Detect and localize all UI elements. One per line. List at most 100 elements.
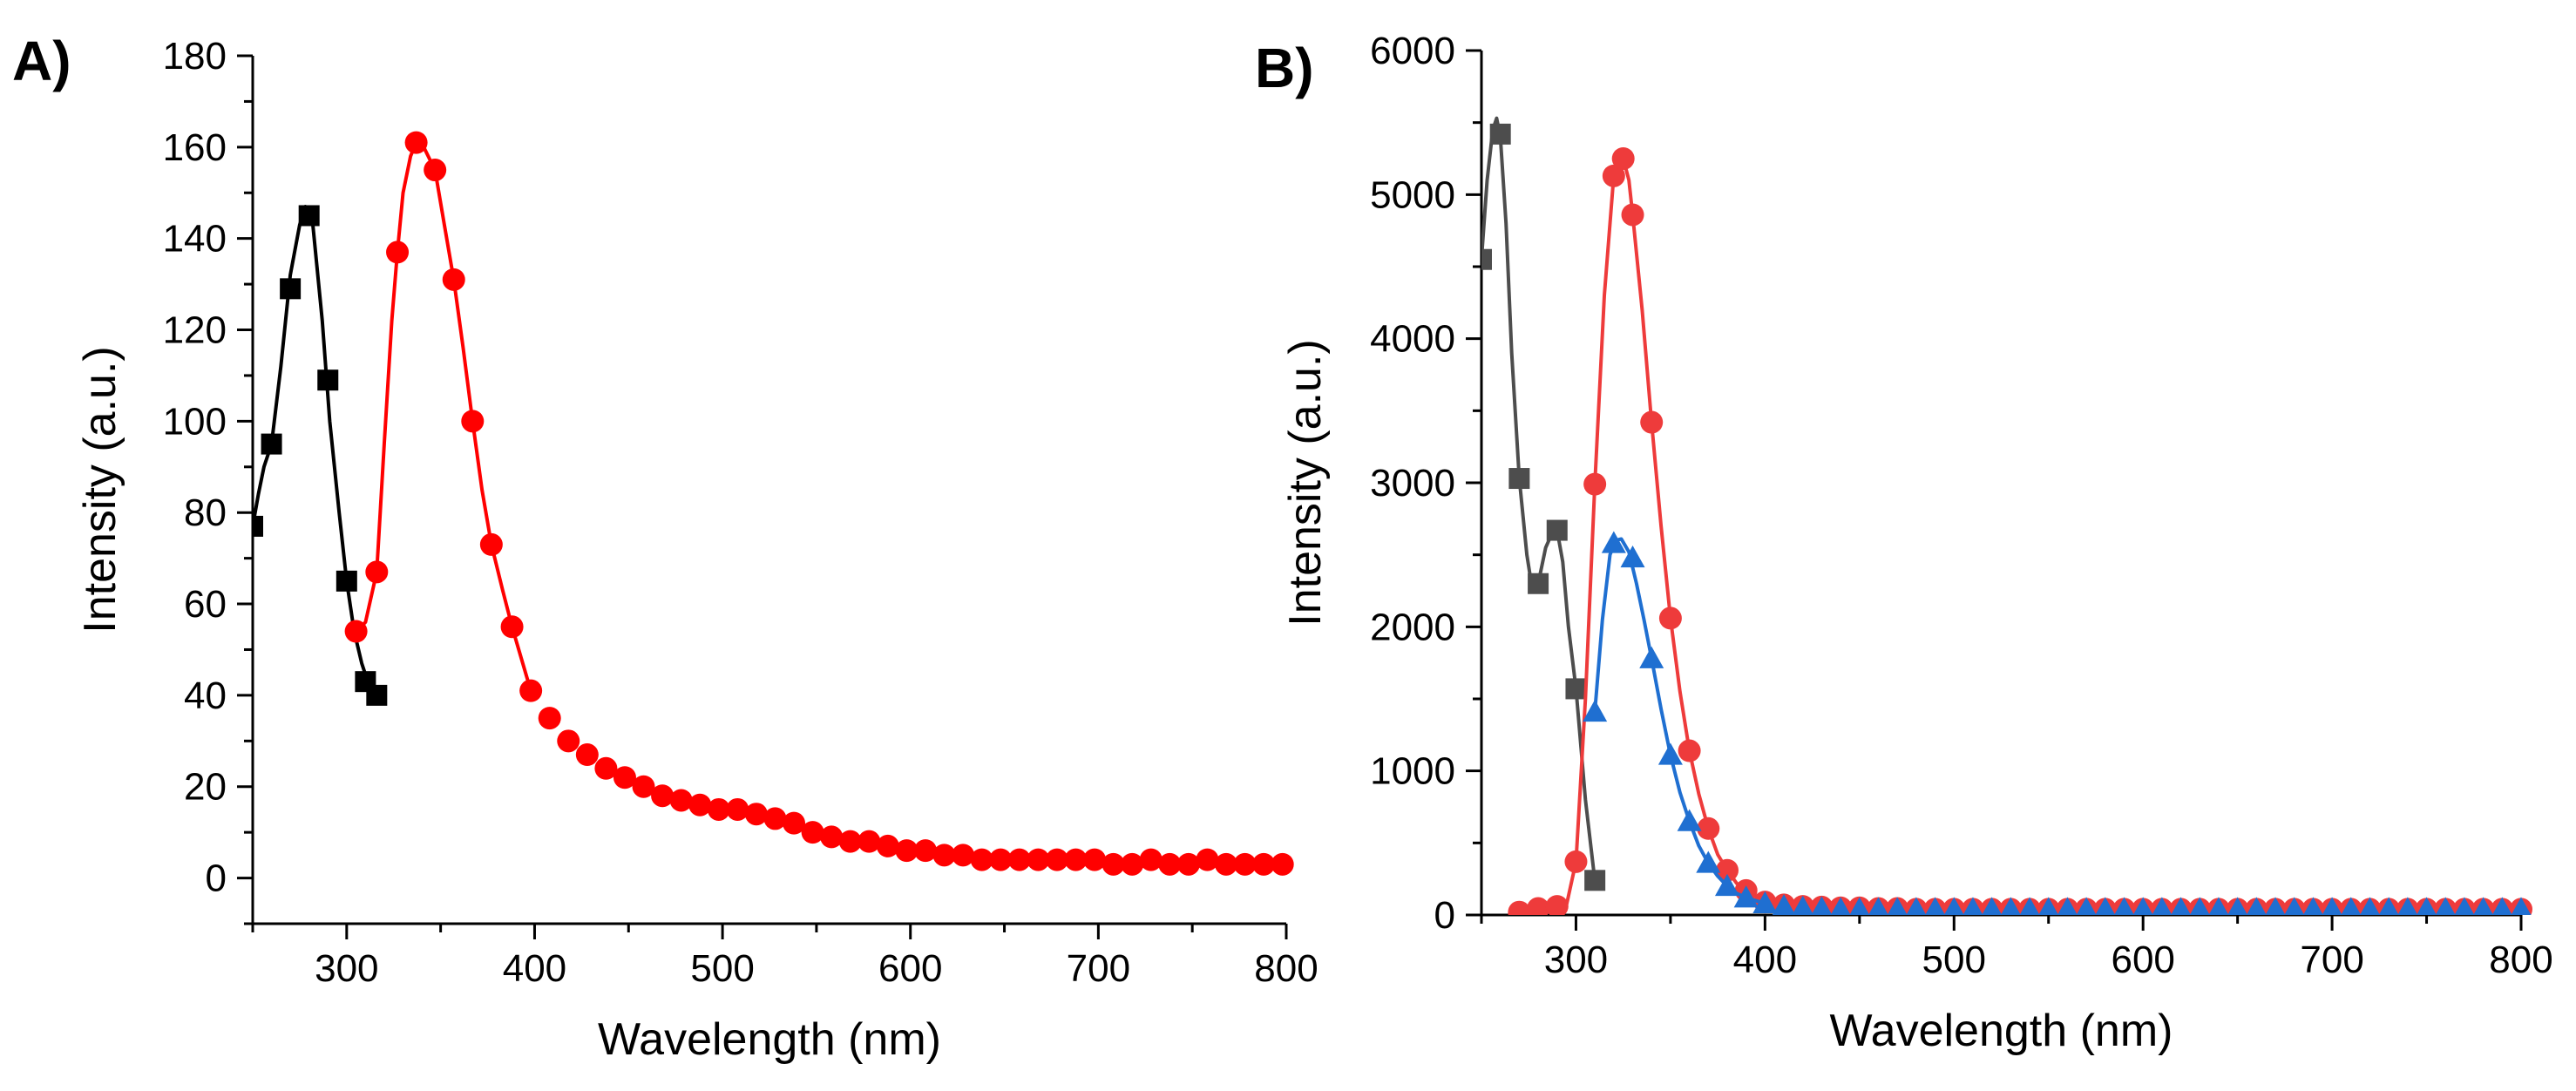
x-tick-label: 700	[2300, 939, 2363, 981]
data-point-triangle	[1752, 891, 1778, 913]
data-point-circle	[1715, 858, 1739, 882]
data-point-circle	[404, 131, 428, 154]
y-tick-label: 40	[184, 674, 227, 717]
data-point-triangle	[1830, 897, 1851, 915]
data-point-circle	[1252, 852, 1276, 876]
data-point-circle	[1611, 147, 1635, 170]
x-tick-label: 300	[315, 947, 378, 990]
data-point-circle	[386, 241, 410, 264]
data-point-circle	[1196, 848, 1219, 871]
data-point-circle	[1621, 203, 1644, 227]
data-point-circle	[1064, 848, 1088, 871]
data-point-square	[366, 684, 388, 706]
y-tick-label: 2000	[1370, 606, 1455, 648]
data-point-circle	[1083, 848, 1107, 871]
data-point-triangle	[1620, 545, 1645, 568]
x-tick-label: 800	[2489, 939, 2552, 981]
panel-label: B)	[1255, 37, 1314, 99]
data-point-triangle	[1943, 897, 1964, 915]
data-point-square	[298, 205, 320, 227]
chart-panel-b: B) 300 400 500 600 700 800 0 1000 2000 3000 4000 500…	[1255, 30, 2553, 1056]
series-1	[344, 131, 1294, 876]
data-point-circle	[1602, 164, 1625, 187]
x-tick-label: 500	[1922, 939, 1986, 981]
data-point-triangle	[2038, 897, 2059, 915]
data-point-circle	[442, 268, 465, 291]
data-point-square	[1565, 678, 1587, 700]
data-point-triangle	[1714, 873, 1739, 897]
data-point-triangle	[1963, 897, 1983, 915]
data-point-square	[1481, 248, 1492, 270]
y-axis-title: Intensity (a.u.)	[1280, 339, 1331, 626]
data-point-circle	[365, 560, 389, 584]
data-point-triangle	[2511, 897, 2532, 915]
data-point-triangle	[2265, 897, 2286, 915]
data-point-circle	[519, 679, 543, 702]
data-point-circle	[479, 532, 503, 556]
data-point-circle	[1158, 852, 1182, 876]
y-tick-label: 1000	[1370, 750, 1455, 793]
data-point-triangle	[2378, 897, 2399, 915]
data-point-circle	[500, 615, 524, 639]
data-point-circle	[932, 844, 956, 867]
data-point-triangle	[2360, 897, 2380, 915]
data-point-circle	[1233, 852, 1257, 876]
data-point-triangle	[1733, 885, 1759, 908]
data-point-triangle	[2208, 897, 2229, 915]
data-point-circle	[1508, 900, 1531, 915]
y-tick-label: 160	[163, 126, 227, 169]
data-point-circle	[688, 793, 712, 817]
data-point-triangle	[2000, 897, 2021, 915]
data-point-square	[317, 369, 339, 391]
y-axis-title: Intensity (a.u.)	[75, 346, 125, 633]
data-point-triangle	[2076, 897, 2097, 915]
data-point-circle	[801, 821, 824, 844]
data-point-triangle	[2132, 897, 2153, 915]
data-point-square	[261, 433, 282, 455]
y-tick-label: 0	[206, 857, 227, 900]
chart-panel-a: A) 300 400 500 600 700 800 0 20 40 60 80 100 120 140 16…	[12, 30, 1319, 1065]
data-point-triangle	[2341, 897, 2362, 915]
data-point-triangle	[2019, 897, 2040, 915]
x-tick-label: 400	[1733, 939, 1797, 981]
x-tick-label: 800	[1254, 947, 1318, 990]
data-point-triangle	[1601, 531, 1626, 553]
data-point-square	[336, 570, 357, 592]
y-tick-label: 180	[163, 35, 227, 78]
data-point-circle	[1658, 606, 1682, 630]
data-point-triangle	[1982, 897, 2003, 915]
data-point-circle	[838, 830, 862, 853]
data-point-square	[1508, 468, 1530, 490]
data-point-circle	[1640, 410, 1664, 434]
data-point-triangle	[2322, 897, 2342, 915]
x-tick-label: 300	[1544, 939, 1608, 981]
data-point-circle	[989, 848, 1013, 871]
series-line	[1593, 537, 1766, 905]
data-point-circle	[763, 807, 787, 830]
data-point-circle	[1527, 897, 1550, 915]
series-2	[1583, 531, 2532, 915]
data-point-triangle	[2397, 897, 2418, 915]
y-tick-label: 100	[163, 400, 227, 443]
data-point-circle	[783, 811, 806, 835]
data-point-triangle	[1772, 894, 1796, 915]
y-tick-label: 4000	[1370, 318, 1455, 361]
data-point-circle	[1007, 848, 1031, 871]
data-point-triangle	[1792, 895, 1814, 915]
data-point-triangle	[1887, 897, 1908, 915]
data-point-circle	[895, 839, 919, 863]
x-tick-label: 700	[1067, 947, 1130, 990]
data-point-circle	[1271, 852, 1294, 876]
data-point-circle	[669, 789, 693, 812]
data-point-circle	[594, 756, 618, 780]
data-point-triangle	[2227, 897, 2248, 915]
x-tick-label: 500	[690, 947, 754, 990]
y-tick-label: 60	[184, 583, 227, 626]
y-tick-label: 6000	[1370, 30, 1455, 72]
data-point-circle	[913, 839, 937, 863]
data-point-circle	[538, 707, 561, 730]
data-point-circle	[744, 803, 768, 826]
data-point-circle	[1697, 817, 1720, 840]
data-point-square	[1528, 573, 1549, 594]
data-point-circle	[1045, 848, 1068, 871]
